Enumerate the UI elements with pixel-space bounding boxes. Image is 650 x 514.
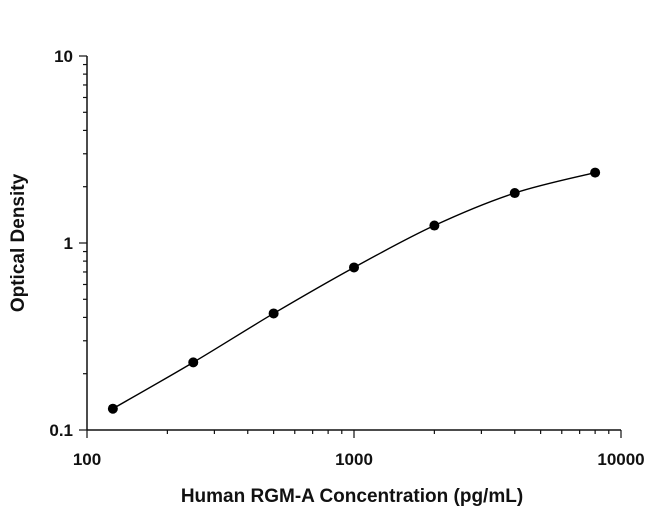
y-tick-label: 1 [64, 234, 73, 253]
data-point [107, 403, 118, 414]
fit-curve [112, 171, 596, 410]
data-point [188, 357, 199, 368]
y-axis-title: Optical Density [8, 173, 29, 312]
y-tick-label: 10 [54, 47, 73, 66]
y-tick-label: 0.1 [49, 421, 73, 440]
data-point [509, 188, 520, 199]
data-point [349, 262, 359, 273]
x-axis-title: Human RGM-A Concentration (pg/mL) [181, 486, 523, 507]
x-tick-label: 1000 [335, 450, 373, 469]
data-points [107, 167, 601, 414]
x-tick-label: 10000 [597, 450, 644, 469]
data-point [590, 167, 601, 178]
tick-labels: 0.1 1 10 100 1000 10000 [49, 47, 644, 469]
x-tick-label: 100 [73, 450, 101, 469]
axes [79, 55, 622, 438]
data-point [429, 220, 440, 231]
data-point [268, 308, 279, 319]
